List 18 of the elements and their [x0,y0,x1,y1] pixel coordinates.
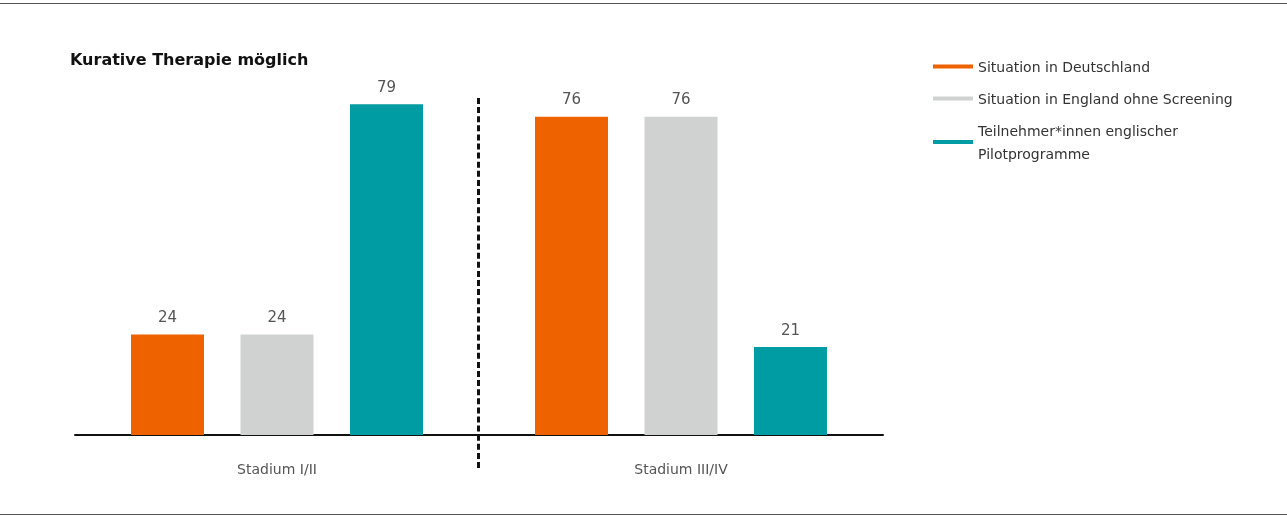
legend-label: Teilnehmer*innen englischer Pilotprogramme [977,122,1183,162]
chart-title: Kurative Therapie möglich [70,49,309,69]
x-tick-label: Stadium I/II [237,461,317,477]
data-label: 24 [267,308,287,326]
bar [535,116,608,435]
x-tick-label: Stadium III/IV [634,461,729,477]
data-label: 76 [671,90,691,109]
bar [644,116,718,435]
data-label: 24 [157,308,178,326]
legend-label: Situation in England ohne Screening [978,90,1233,107]
bar [240,334,314,435]
data-label: 79 [376,77,397,96]
legend-label: Situation in Deutschland [978,58,1151,75]
data-label: 76 [561,90,582,109]
data-label: 21 [780,320,801,339]
bar [754,347,827,435]
bar [131,334,204,435]
bar [350,104,423,435]
